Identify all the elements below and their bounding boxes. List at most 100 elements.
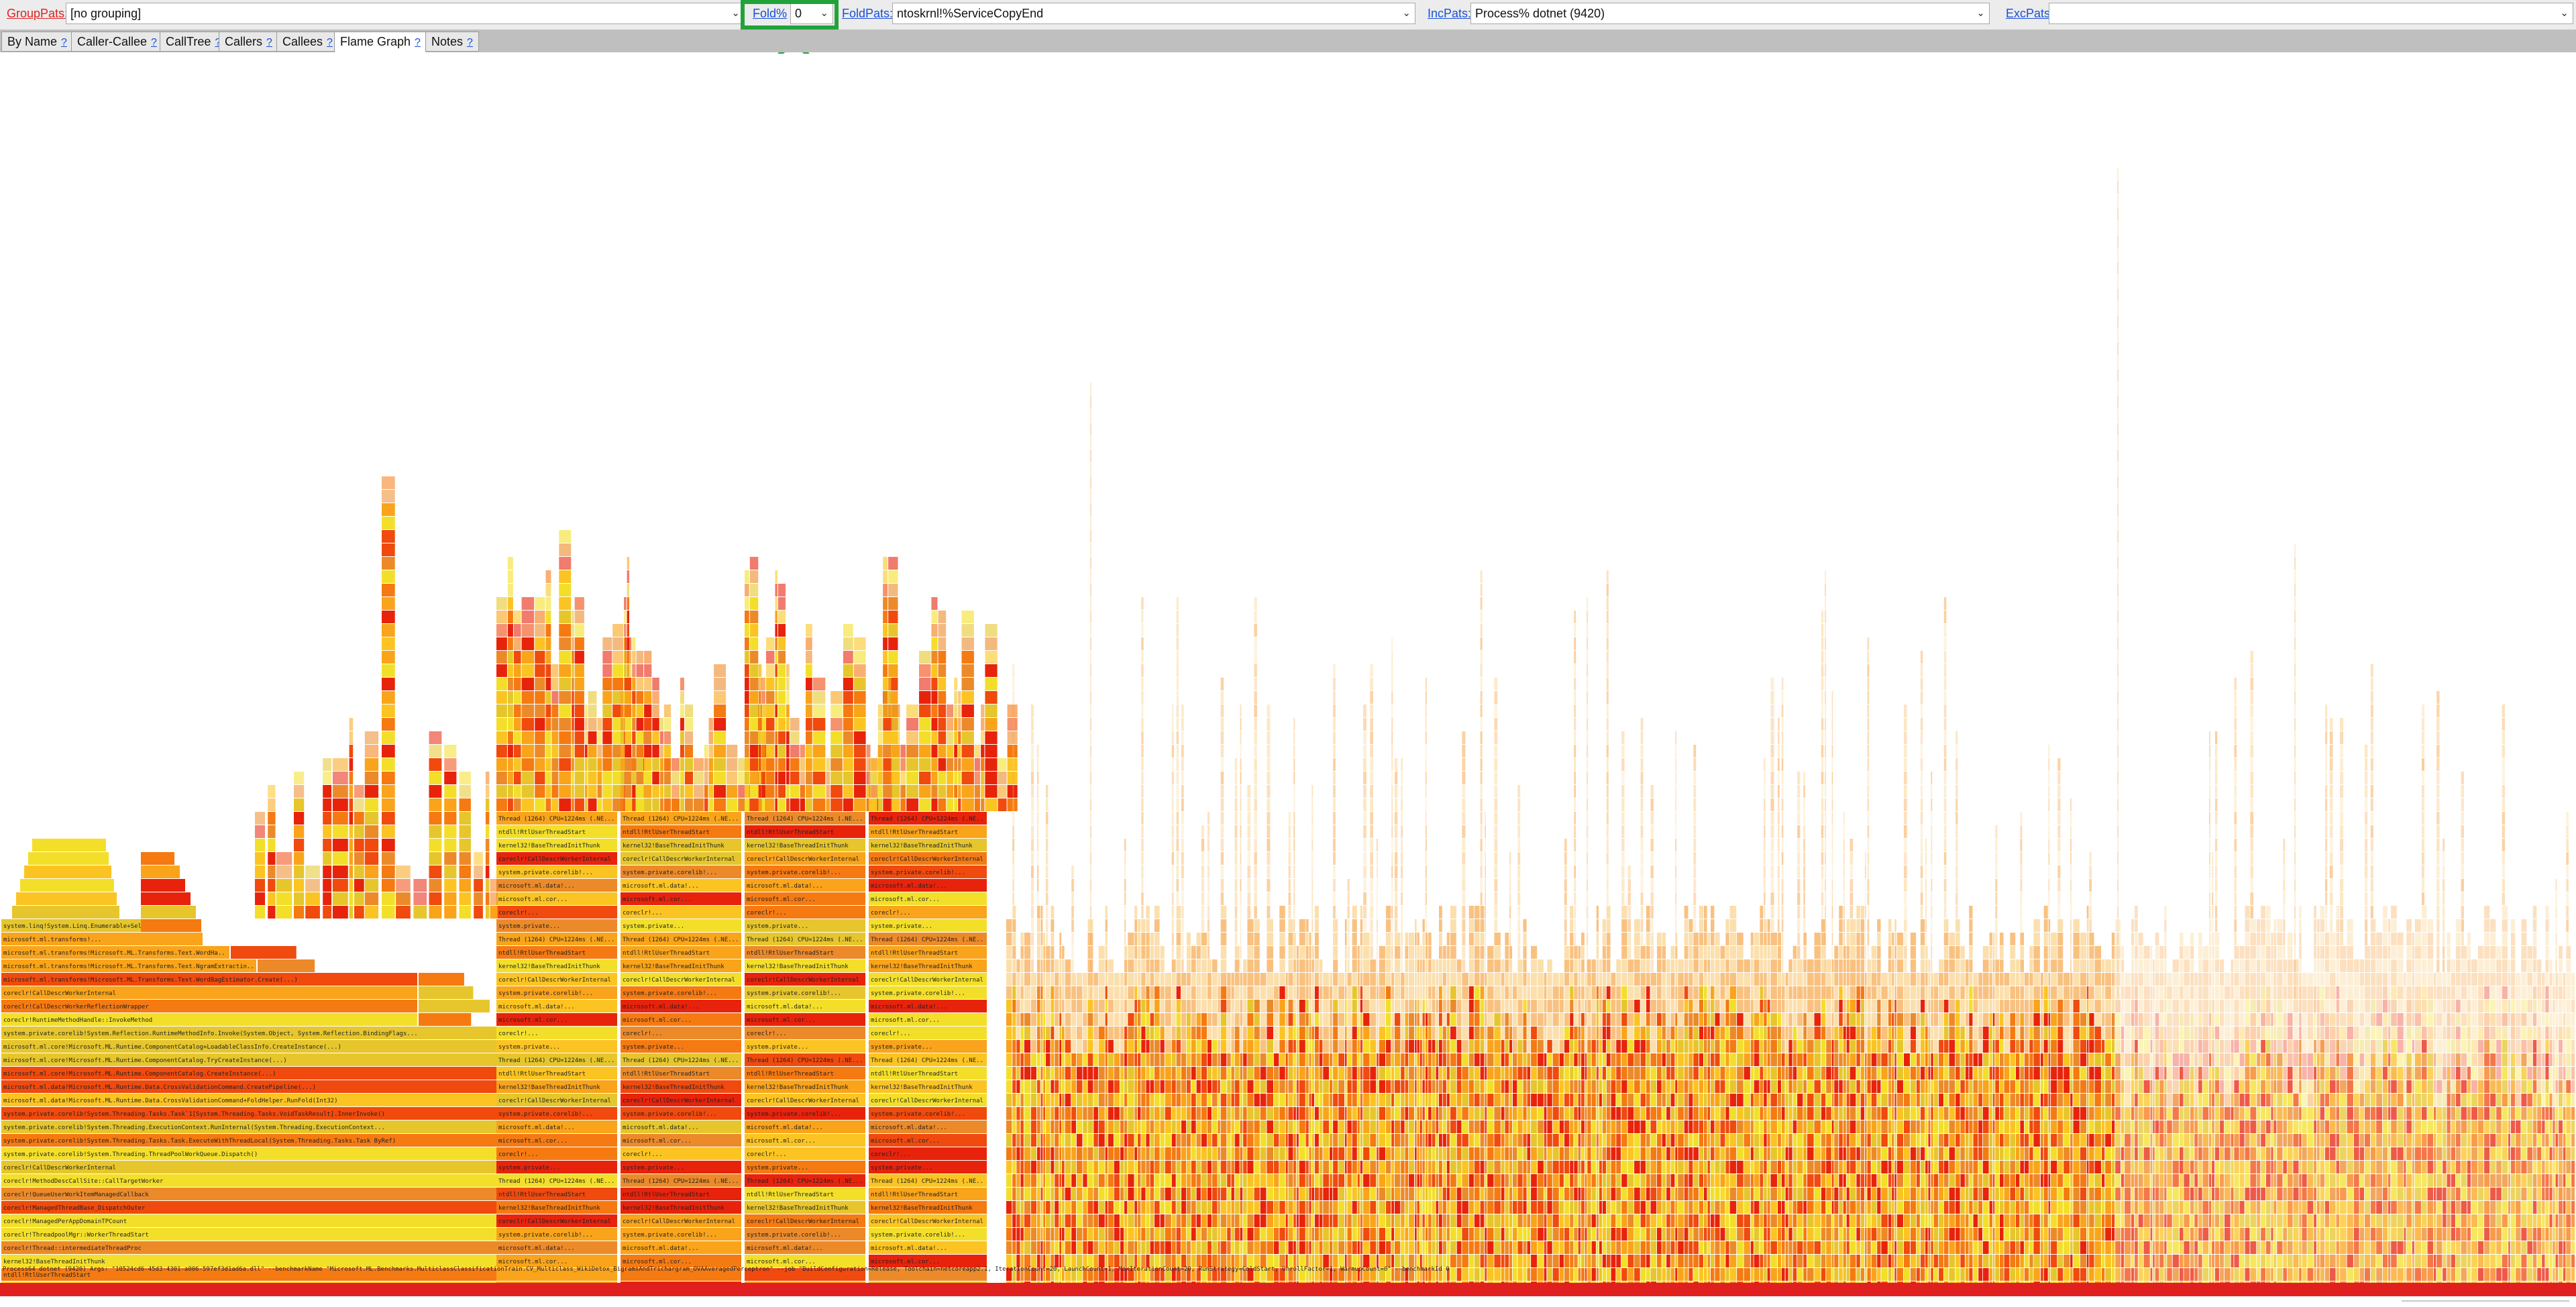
flame-frame[interactable]: [545, 637, 551, 650]
flame-frame[interactable]: [1363, 1000, 1370, 1012]
flame-frame[interactable]: [1196, 986, 1201, 999]
flame-frame[interactable]: [1207, 1080, 1212, 1093]
flame-frame[interactable]: [1171, 1094, 1176, 1106]
flame-frame[interactable]: [1212, 1214, 1218, 1227]
flame-frame[interactable]: [1419, 1107, 1422, 1120]
flame-frame[interactable]: [545, 624, 551, 637]
flame-frame[interactable]: [1043, 1013, 1045, 1026]
flame-frame[interactable]: [382, 611, 395, 623]
flame-frame[interactable]: [1043, 1228, 1045, 1241]
flame-frame[interactable]: [294, 785, 305, 798]
flame-frame[interactable]: [749, 651, 759, 664]
flame-frame[interactable]: [1165, 1013, 1171, 1026]
flame-frame[interactable]: [1363, 772, 1366, 784]
flame-frame[interactable]: [765, 785, 775, 798]
flame-frame[interactable]: [680, 718, 684, 731]
flame-frame[interactable]: [1319, 1107, 1323, 1120]
flame-frame[interactable]: [1288, 946, 1293, 959]
flame-frame[interactable]: [777, 637, 786, 650]
flame-frame[interactable]: [826, 785, 830, 798]
flame-frame[interactable]: [1087, 1000, 1093, 1012]
flame-frame[interactable]: [1076, 1107, 1083, 1120]
flame-frame[interactable]: [1531, 1255, 1538, 1267]
flame-frame[interactable]: [1319, 1013, 1323, 1026]
flame-frame[interactable]: [1040, 906, 1043, 919]
flame-frame[interactable]: [1333, 812, 1336, 825]
flame-frame[interactable]: [1377, 879, 1378, 892]
flame-frame[interactable]: [382, 664, 395, 677]
flame-frame[interactable]: [1305, 1268, 1309, 1281]
flame-frame[interactable]: [444, 892, 457, 905]
flame-frame[interactable]: [1509, 1120, 1513, 1133]
flame-frame[interactable]: [843, 785, 853, 798]
flame-frame[interactable]: [1186, 1201, 1191, 1214]
flame-frame[interactable]: [947, 785, 954, 798]
flame-frame[interactable]: [1146, 1107, 1150, 1120]
flame-frame[interactable]: [1494, 691, 1498, 704]
flame-frame[interactable]: [1006, 1120, 1012, 1133]
flame-frame[interactable]: [1181, 892, 1184, 905]
flame-frame[interactable]: [1462, 906, 1466, 919]
flame-frame[interactable]: [1487, 1147, 1494, 1160]
flame-frame[interactable]: [947, 745, 954, 757]
flame-frame[interactable]: [1220, 1107, 1227, 1120]
flame-frame[interactable]: [900, 798, 906, 811]
flame-frame[interactable]: [621, 1255, 741, 1267]
flame-frame[interactable]: [1394, 1013, 1401, 1026]
flame-frame[interactable]: [1071, 1268, 1076, 1281]
flame-frame[interactable]: [1494, 1161, 1501, 1173]
flame-frame[interactable]: [1344, 1053, 1347, 1066]
flame-frame[interactable]: [1120, 1134, 1124, 1147]
flame-frame[interactable]: [1338, 1147, 1344, 1160]
flame-frame[interactable]: [1296, 1201, 1299, 1214]
flame-frame[interactable]: [1428, 1134, 1432, 1147]
flame-frame[interactable]: [1071, 973, 1076, 986]
flame-frame[interactable]: [1501, 1120, 1505, 1133]
flame-frame[interactable]: [947, 704, 954, 717]
flame-frame[interactable]: [652, 745, 659, 757]
flame-frame[interactable]: [1234, 1107, 1240, 1120]
flame-frame[interactable]: [961, 704, 974, 717]
flame-frame[interactable]: [1323, 1107, 1330, 1120]
flame-frame[interactable]: [1370, 798, 1373, 811]
flame-frame[interactable]: [1357, 946, 1360, 959]
flame-frame[interactable]: [1333, 718, 1336, 731]
flame-frame[interactable]: [1234, 1201, 1240, 1214]
flame-frame[interactable]: [869, 892, 987, 905]
flame-frame[interactable]: [1432, 973, 1436, 986]
flame-frame[interactable]: [1347, 1013, 1352, 1026]
flame-frame[interactable]: [1363, 1228, 1370, 1241]
flame-frame[interactable]: [1234, 825, 1238, 838]
flame-frame[interactable]: [1093, 1201, 1098, 1214]
flame-frame[interactable]: [869, 1080, 987, 1093]
flame-frame[interactable]: [1012, 1053, 1016, 1066]
flame-frame[interactable]: [496, 1000, 617, 1012]
flame-frame[interactable]: [364, 879, 379, 892]
flame-frame[interactable]: [1030, 1268, 1036, 1281]
flame-frame[interactable]: [521, 745, 535, 757]
flame-frame[interactable]: [1087, 1107, 1093, 1120]
flame-frame[interactable]: [1128, 1027, 1134, 1039]
flame-frame[interactable]: [1288, 973, 1293, 986]
flame-frame[interactable]: [1154, 1147, 1160, 1160]
flame-frame[interactable]: [1120, 1067, 1124, 1080]
flame-frame[interactable]: [1176, 785, 1179, 798]
flame-frame[interactable]: [1432, 1201, 1436, 1214]
flame-frame[interactable]: [812, 758, 826, 771]
flame-frame[interactable]: [625, 637, 632, 650]
flame-frame[interactable]: [1254, 1027, 1260, 1039]
flame-frame[interactable]: [745, 718, 749, 731]
flame-frame[interactable]: [1527, 1147, 1531, 1160]
flame-frame[interactable]: [584, 772, 588, 784]
flame-frame[interactable]: [1391, 879, 1393, 892]
flame-frame[interactable]: [663, 785, 672, 798]
flame-frame[interactable]: [1254, 866, 1257, 878]
flame-frame[interactable]: [1338, 1174, 1344, 1187]
flame-frame[interactable]: [1480, 1080, 1485, 1093]
flame-frame[interactable]: [1150, 946, 1155, 959]
flame-frame[interactable]: [1030, 892, 1034, 905]
flame-frame[interactable]: [1231, 1053, 1234, 1066]
flame-frame[interactable]: [602, 745, 612, 757]
flame-frame[interactable]: [1043, 946, 1045, 959]
flame-frame[interactable]: [1191, 1201, 1196, 1214]
